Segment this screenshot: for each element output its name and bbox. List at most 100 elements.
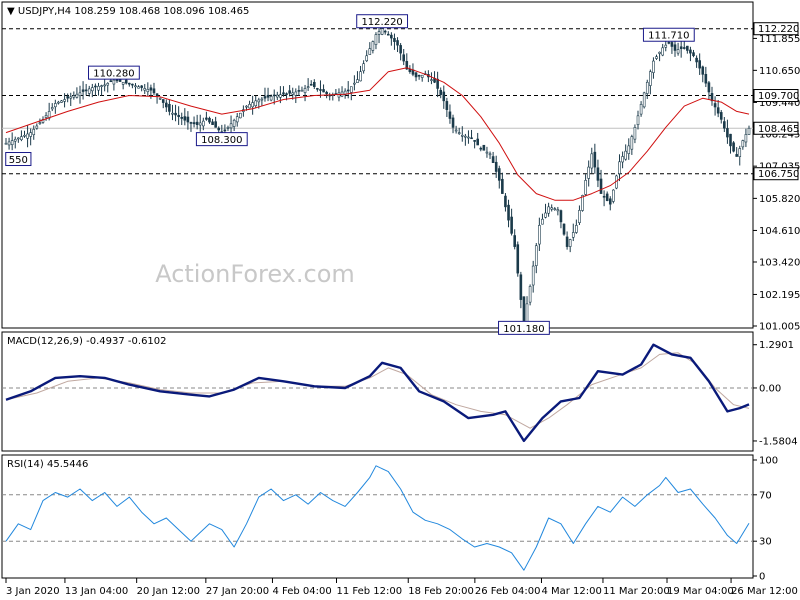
candle-body xyxy=(553,208,557,210)
price-tick-label: 105.820 xyxy=(759,194,800,205)
macd-header: MACD(12,26,9) -0.4937 -0.6102 xyxy=(7,336,167,347)
candle-body xyxy=(661,47,664,56)
candle-body xyxy=(633,127,637,140)
price-callout: 108.300 xyxy=(195,132,248,147)
candle-body xyxy=(624,150,627,160)
rsi-line xyxy=(5,465,750,571)
candle-body xyxy=(38,122,42,124)
callout-label: 111.710 xyxy=(648,31,689,42)
candle-body xyxy=(639,104,643,115)
candle-body xyxy=(670,42,674,47)
candle-body xyxy=(232,119,236,127)
candle-body xyxy=(741,140,745,148)
candle-body xyxy=(186,116,190,123)
candle-body xyxy=(655,56,658,59)
candle-body xyxy=(32,129,36,135)
candle-body xyxy=(192,122,196,125)
candle-body xyxy=(565,236,569,247)
candle-body xyxy=(368,48,372,55)
rsi-tick-label: 0 xyxy=(759,572,765,583)
candle-body xyxy=(676,49,680,54)
candle-body xyxy=(353,82,356,85)
candle-body xyxy=(180,116,184,119)
rsi-tick-label: 30 xyxy=(759,537,772,548)
candle-body xyxy=(149,87,153,91)
candle-body xyxy=(584,180,587,195)
price-panel-frame xyxy=(1,1,754,329)
candle-body xyxy=(612,189,615,202)
candle-body xyxy=(451,117,455,128)
callout-box xyxy=(195,132,248,147)
candle-body xyxy=(257,99,261,103)
price-callout: 110.280 xyxy=(88,65,140,80)
candle-body xyxy=(285,93,288,95)
candle-body xyxy=(445,101,449,110)
candle-body xyxy=(189,122,193,124)
candle-body xyxy=(719,112,723,120)
candle-body xyxy=(13,138,17,142)
candle-body xyxy=(254,100,258,107)
candle-body xyxy=(35,125,39,129)
candle-body xyxy=(266,94,270,98)
collapse-triangle-icon[interactable]: ▼ xyxy=(7,6,18,17)
candle-body xyxy=(713,103,717,108)
level-axis-box xyxy=(753,167,799,181)
x-tick-label: 11 Mar 20:00 xyxy=(603,586,670,597)
candle-body xyxy=(667,42,671,44)
candle-body xyxy=(652,60,655,73)
candle-body xyxy=(562,223,566,235)
macd-tick-label: 1.2901 xyxy=(759,340,794,351)
candle-body xyxy=(494,161,498,172)
candle-body xyxy=(590,153,594,169)
candle-body xyxy=(356,79,359,83)
candle-body xyxy=(439,89,443,95)
ohlc-values: 108.259 108.468 108.096 108.465 xyxy=(74,6,249,17)
candle-body xyxy=(87,88,91,94)
candle-body xyxy=(78,92,82,97)
candle-body xyxy=(578,210,581,223)
candle-body xyxy=(75,93,79,98)
candle-body xyxy=(645,81,649,94)
candle-body xyxy=(365,55,369,62)
candle-body xyxy=(146,89,150,93)
candle-body xyxy=(300,89,304,92)
price-tick-label: 104.610 xyxy=(759,226,800,237)
candle-body xyxy=(393,38,396,42)
candle-body xyxy=(26,133,29,139)
candle-body xyxy=(143,88,147,91)
candle-body xyxy=(66,96,69,99)
candle-body xyxy=(599,178,603,194)
candle-body xyxy=(131,83,134,86)
candle-body xyxy=(198,122,202,126)
candle-body xyxy=(649,71,652,86)
candle-body xyxy=(174,112,177,116)
candle-body xyxy=(63,99,66,102)
candle-body xyxy=(279,94,282,98)
candle-body xyxy=(223,129,227,132)
moving-average-line xyxy=(5,67,750,201)
candle-body xyxy=(208,117,211,123)
candle-body xyxy=(442,91,446,102)
candle-body xyxy=(485,151,489,154)
candle-body xyxy=(513,235,516,247)
candle-body xyxy=(642,92,646,108)
candle-body xyxy=(707,82,711,93)
last-price-box xyxy=(753,121,799,135)
macd-values: -0.4937 -0.6102 xyxy=(86,336,166,347)
candle-body xyxy=(205,117,208,120)
candle-body xyxy=(417,74,421,77)
candle-body xyxy=(155,93,159,96)
candle-body xyxy=(723,121,726,129)
price-callout: 112.220 xyxy=(356,14,409,28)
candle-body xyxy=(282,92,285,95)
candle-body xyxy=(679,46,683,49)
candle-body xyxy=(103,84,106,87)
candle-body xyxy=(692,52,695,57)
rsi-tick-label: 70 xyxy=(759,490,772,501)
x-tick-label: 13 Jan 04:00 xyxy=(65,586,128,597)
level-axis-label: 106.750 xyxy=(758,169,799,180)
candle-body xyxy=(20,136,23,140)
candle-body xyxy=(316,88,319,90)
candle-body xyxy=(211,121,214,125)
